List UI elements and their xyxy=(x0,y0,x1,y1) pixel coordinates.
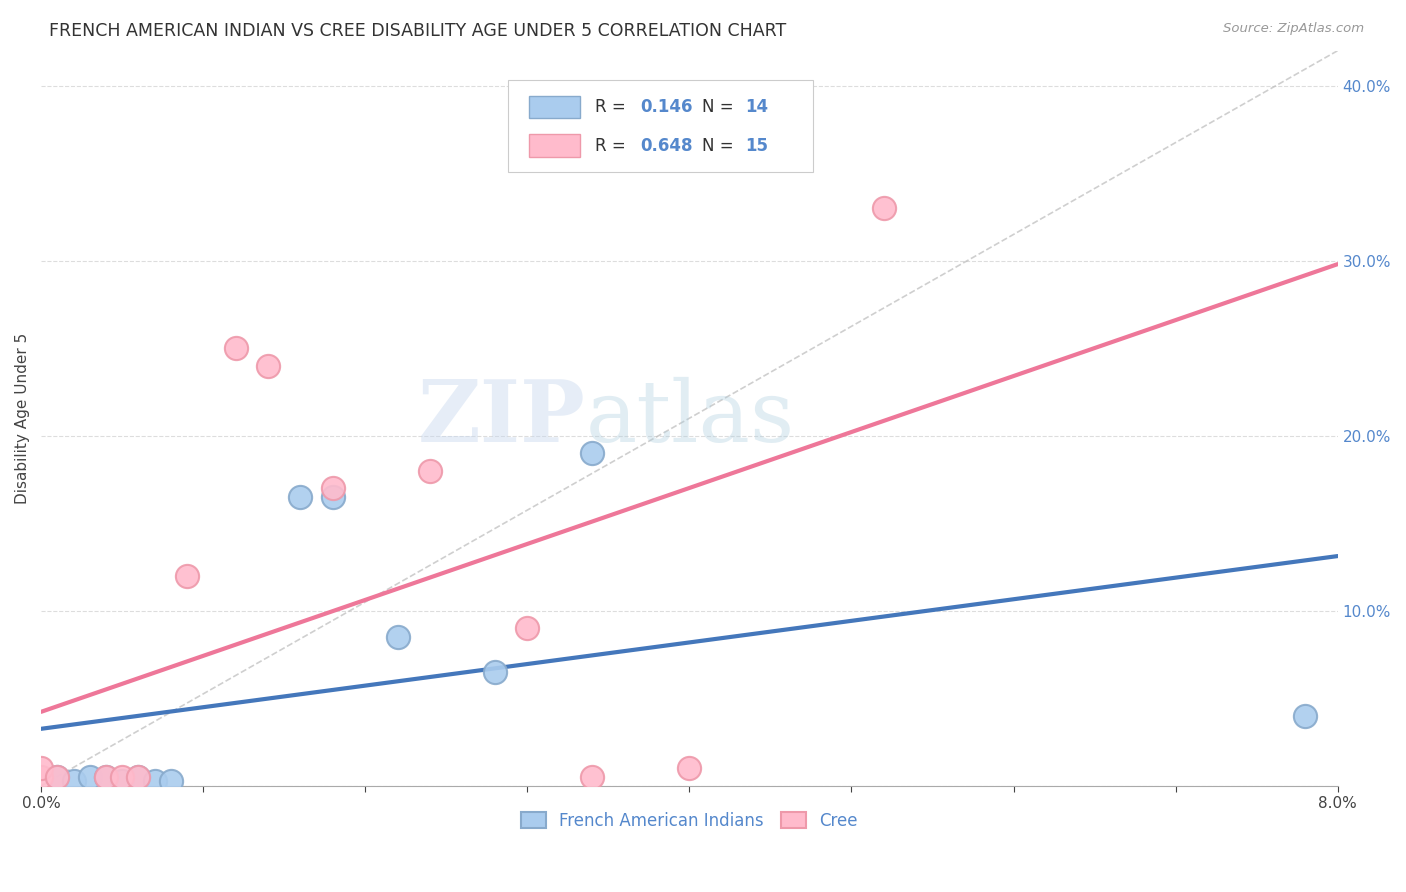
Text: FRENCH AMERICAN INDIAN VS CREE DISABILITY AGE UNDER 5 CORRELATION CHART: FRENCH AMERICAN INDIAN VS CREE DISABILIT… xyxy=(49,22,786,40)
Point xyxy=(1294,708,1316,723)
Point xyxy=(322,490,344,504)
Text: R =: R = xyxy=(595,136,631,154)
Text: 0.648: 0.648 xyxy=(640,136,693,154)
Point xyxy=(127,770,149,784)
Point xyxy=(873,201,896,215)
Text: 0.146: 0.146 xyxy=(640,98,693,116)
Point xyxy=(516,621,538,635)
Point xyxy=(257,359,280,373)
Text: R =: R = xyxy=(595,98,631,116)
Point xyxy=(678,761,700,775)
Point xyxy=(94,770,117,784)
Point xyxy=(581,770,603,784)
Point xyxy=(46,770,69,784)
FancyBboxPatch shape xyxy=(529,96,581,119)
Text: atlas: atlas xyxy=(586,376,794,459)
Y-axis label: Disability Age Under 5: Disability Age Under 5 xyxy=(15,333,30,504)
FancyBboxPatch shape xyxy=(529,135,581,156)
Text: ZIP: ZIP xyxy=(418,376,586,460)
Point xyxy=(62,773,84,788)
Text: N =: N = xyxy=(703,136,740,154)
Point xyxy=(127,770,149,784)
Point xyxy=(484,665,506,679)
Point xyxy=(322,481,344,495)
Text: Source: ZipAtlas.com: Source: ZipAtlas.com xyxy=(1223,22,1364,36)
Point xyxy=(176,568,198,582)
Text: 15: 15 xyxy=(745,136,768,154)
Point xyxy=(419,464,441,478)
Text: 14: 14 xyxy=(745,98,768,116)
Point xyxy=(143,773,166,788)
Point xyxy=(225,341,247,355)
Point xyxy=(581,446,603,460)
Point xyxy=(387,630,409,644)
Point xyxy=(30,761,52,775)
Point xyxy=(79,770,101,784)
Point xyxy=(159,773,181,788)
Point xyxy=(30,770,52,784)
Point xyxy=(111,770,134,784)
Point xyxy=(290,490,312,504)
FancyBboxPatch shape xyxy=(508,80,813,172)
Legend: French American Indians, Cree: French American Indians, Cree xyxy=(515,805,865,837)
Point xyxy=(94,770,117,784)
Point xyxy=(111,773,134,788)
Text: N =: N = xyxy=(703,98,740,116)
Point xyxy=(46,770,69,784)
